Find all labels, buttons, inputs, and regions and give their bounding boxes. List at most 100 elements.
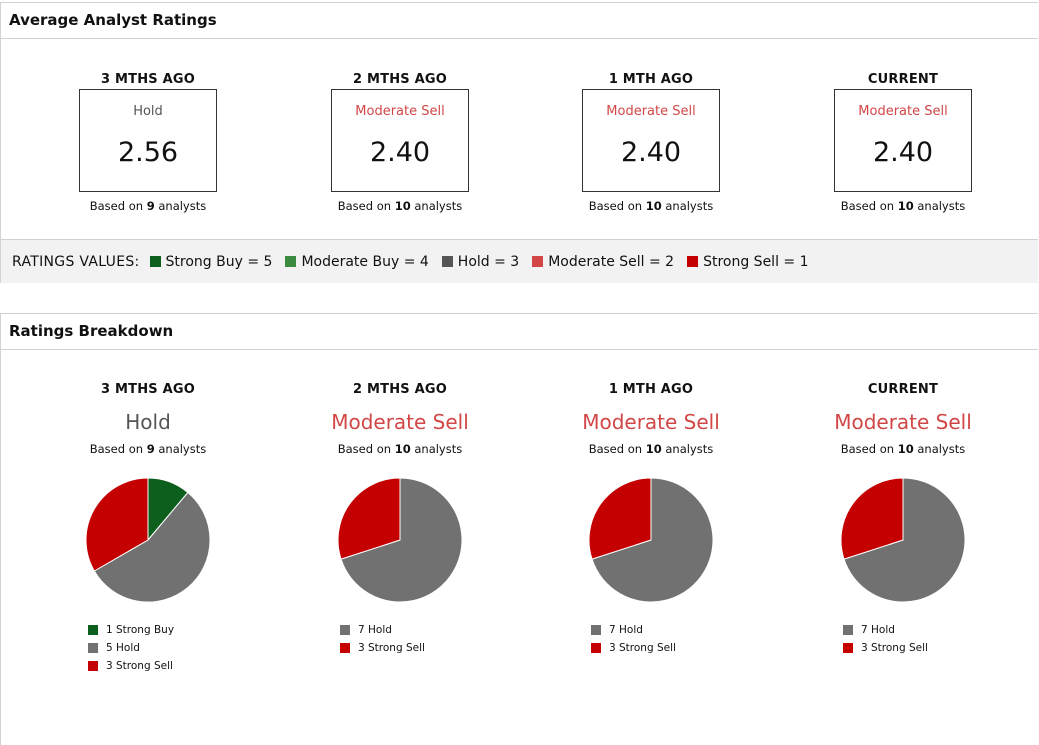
pie-chart bbox=[85, 477, 211, 603]
pie-title: 3 MTHS AGO bbox=[101, 382, 195, 397]
pie-legend: 7 Hold 3 Strong Sell bbox=[561, 621, 741, 657]
pie-col-1-month: 1 MTH AGO Moderate Sell Based on 10 analys… bbox=[561, 350, 741, 657]
period-title: 2 MTHS AGO bbox=[353, 72, 447, 87]
based-on-text: Based on 9 analysts bbox=[89, 442, 207, 456]
pie-rating-label: Moderate Sell bbox=[834, 410, 972, 434]
based-on-text: Based on 10 analysts bbox=[337, 199, 463, 213]
pie-chart bbox=[588, 477, 714, 603]
pie-legend: 7 Hold 3 Strong Sell bbox=[813, 621, 993, 657]
pie-legend: 1 Strong Buy 5 Hold 3 Strong Sell bbox=[58, 621, 238, 675]
period-title: 1 MTH AGO bbox=[608, 72, 694, 87]
swatch-icon bbox=[88, 643, 98, 653]
pie-slice-strong-sell[interactable] bbox=[337, 477, 401, 560]
rating-value: 2.40 bbox=[620, 137, 682, 168]
pie-title: CURRENT bbox=[867, 382, 939, 397]
legend-hold: Hold = 3 bbox=[441, 254, 519, 270]
average-ratings-row: 3 MTHS AGO Hold 2.56 Based on 9 analysts… bbox=[1, 39, 1038, 239]
pie-chart bbox=[337, 477, 463, 603]
pie-charts-row: 3 MTHS AGO Hold Based on 9 analysts 1 Stron… bbox=[1, 350, 1038, 740]
avg-col-2-months: 2 MTHS AGO Moderate Sell 2.40 Based on 1… bbox=[310, 39, 490, 213]
swatch-icon bbox=[149, 256, 161, 267]
rating-box: Moderate Sell 2.40 bbox=[582, 89, 720, 192]
average-ratings-title: Average Analyst Ratings bbox=[1, 3, 1038, 39]
rating-label: Moderate Sell bbox=[606, 104, 696, 119]
analyst-count: 10 bbox=[394, 199, 411, 213]
pie-legend-label: 1 Strong Buy bbox=[106, 624, 175, 636]
rating-box: Moderate Sell 2.40 bbox=[834, 89, 972, 192]
avg-col-3-months: 3 MTHS AGO Hold 2.56 Based on 9 analysts bbox=[58, 39, 238, 213]
pie-title: 1 MTH AGO bbox=[608, 382, 694, 397]
rating-label: Moderate Sell bbox=[858, 104, 948, 119]
ratings-breakdown-title: Ratings Breakdown bbox=[1, 314, 1038, 350]
legend-strong-sell: Strong Sell = 1 bbox=[687, 254, 809, 270]
pie-rating-label: Hold bbox=[125, 410, 171, 434]
pie-title: 2 MTHS AGO bbox=[353, 382, 447, 397]
pie-rating-label: Moderate Sell bbox=[582, 410, 720, 434]
based-on-text: Based on 10 analysts bbox=[588, 199, 714, 213]
pie-legend-label: 3 Strong Sell bbox=[861, 642, 928, 654]
pie-slice-strong-sell[interactable] bbox=[588, 477, 652, 560]
swatch-icon bbox=[843, 643, 853, 653]
analyst-count: 9 bbox=[146, 199, 155, 213]
avg-col-1-month: 1 MTH AGO Moderate Sell 2.40 Based on 10… bbox=[561, 39, 741, 213]
pie-legend-item[interactable]: 7 Hold bbox=[340, 621, 490, 639]
pie-legend-label: 3 Strong Sell bbox=[609, 642, 676, 654]
legend-strong-buy: Strong Buy = 5 bbox=[149, 254, 272, 270]
pie-legend-item[interactable]: 3 Strong Sell bbox=[340, 639, 490, 657]
pie-legend-item[interactable]: 3 Strong Sell bbox=[843, 639, 993, 657]
pie-rating-label: Moderate Sell bbox=[331, 410, 469, 434]
swatch-icon bbox=[687, 256, 699, 267]
analyst-count: 10 bbox=[897, 442, 914, 456]
pie-slice-hold[interactable] bbox=[340, 477, 463, 603]
period-title: CURRENT bbox=[867, 72, 939, 87]
rating-value: 2.56 bbox=[117, 137, 179, 168]
pie-chart bbox=[840, 477, 966, 603]
pie-legend-item[interactable]: 7 Hold bbox=[843, 621, 993, 639]
pie-legend-label: 7 Hold bbox=[861, 624, 895, 636]
ratings-breakdown-panel: Ratings Breakdown 3 MTHS AGO Hold Based on… bbox=[0, 313, 1038, 745]
pie-legend-item[interactable]: 3 Strong Sell bbox=[591, 639, 741, 657]
pie-slice-hold[interactable] bbox=[843, 477, 966, 603]
pie-legend-label: 3 Strong Sell bbox=[358, 642, 425, 654]
analyst-count: 10 bbox=[645, 199, 662, 213]
pie-col-2-months: 2 MTHS AGO Moderate Sell Based on 10 analy… bbox=[310, 350, 490, 657]
pie-slice-strong-sell[interactable] bbox=[85, 477, 149, 572]
based-on-text: Based on 10 analysts bbox=[840, 199, 966, 213]
based-on-text: Based on 9 analysts bbox=[89, 199, 207, 213]
pie-legend-item[interactable]: 7 Hold bbox=[591, 621, 741, 639]
legend-moderate-sell: Moderate Sell = 2 bbox=[532, 254, 674, 270]
pie-legend-label: 7 Hold bbox=[609, 624, 643, 636]
avg-col-current: CURRENT Moderate Sell 2.40 Based on 10 a… bbox=[813, 39, 993, 213]
rating-label: Moderate Sell bbox=[355, 104, 445, 119]
rating-box: Moderate Sell 2.40 bbox=[331, 89, 469, 192]
pie-slice-hold[interactable] bbox=[591, 477, 714, 603]
ratings-values-legend: RATINGS VALUES: Strong Buy = 5 Moderate … bbox=[1, 239, 1038, 283]
swatch-icon bbox=[441, 256, 453, 267]
based-on-text: Based on 10 analysts bbox=[588, 442, 714, 456]
swatch-icon bbox=[340, 625, 350, 635]
pie-legend-label: 7 Hold bbox=[358, 624, 392, 636]
pie-col-3-months: 3 MTHS AGO Hold Based on 9 analysts 1 Stron… bbox=[58, 350, 238, 675]
analyst-count: 10 bbox=[394, 442, 411, 456]
pie-legend-label: 5 Hold bbox=[106, 642, 140, 654]
pie-legend-item[interactable]: 1 Strong Buy bbox=[88, 621, 238, 639]
swatch-icon bbox=[88, 661, 98, 671]
rating-value: 2.40 bbox=[872, 137, 934, 168]
pie-legend-item[interactable]: 5 Hold bbox=[88, 639, 238, 657]
based-on-text: Based on 10 analysts bbox=[337, 442, 463, 456]
pie-col-current: CURRENT Moderate Sell Based on 10 analysts… bbox=[813, 350, 993, 657]
pie-slice-hold[interactable] bbox=[93, 491, 211, 603]
swatch-icon bbox=[532, 256, 544, 267]
swatch-icon bbox=[340, 643, 350, 653]
rating-box: Hold 2.56 bbox=[79, 89, 217, 192]
swatch-icon bbox=[285, 256, 297, 267]
period-title: 3 MTHS AGO bbox=[101, 72, 195, 87]
average-ratings-panel: Average Analyst Ratings 3 MTHS AGO Hold … bbox=[0, 2, 1038, 283]
ratings-values-title: RATINGS VALUES: bbox=[12, 253, 140, 270]
rating-value: 2.40 bbox=[369, 137, 431, 168]
pie-legend-item[interactable]: 3 Strong Sell bbox=[88, 657, 238, 675]
rating-label: Hold bbox=[133, 104, 163, 119]
pie-slice-strong-sell[interactable] bbox=[840, 477, 904, 560]
pie-legend-label: 3 Strong Sell bbox=[106, 660, 173, 672]
legend-moderate-buy: Moderate Buy = 4 bbox=[285, 254, 429, 270]
